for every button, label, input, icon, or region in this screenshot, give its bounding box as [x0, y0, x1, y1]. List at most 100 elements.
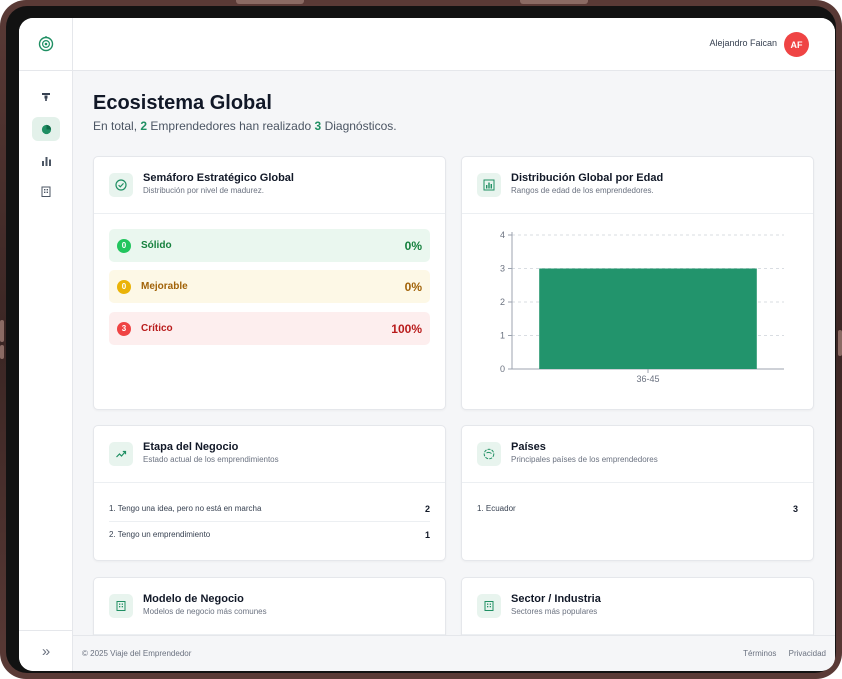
card-title: Etapa del Negocio	[143, 441, 239, 453]
sidebar: »	[19, 18, 73, 671]
x-tick-label: 36-45	[636, 374, 659, 384]
etapa-card: Etapa del Negocio Estado actual de los e…	[93, 425, 446, 561]
age-bar-chart: 0 1 2 3 4 36-45	[500, 230, 784, 384]
y-tick-label: 1	[500, 331, 505, 341]
card-icon	[109, 173, 133, 197]
bar-chart-icon	[483, 179, 495, 191]
semaforo-percent: 0%	[404, 238, 422, 253]
top-bar: Alejandro Faican AF	[73, 18, 835, 71]
bar-36-45	[539, 268, 757, 369]
card-title: Modelo de Negocio	[143, 593, 244, 605]
bar-chart-icon	[41, 157, 51, 166]
device-hinge	[520, 0, 588, 4]
semaforo-label: Mejorable	[141, 281, 188, 292]
page-subtitle: En total, 2 Emprendedores han realizado …	[93, 119, 397, 133]
footer-links: Términos Privacidad	[733, 649, 826, 658]
card-subtitle: Sectores más populares	[511, 607, 598, 616]
semaforo-percent: 0%	[404, 279, 422, 294]
device-side-button	[838, 330, 842, 356]
y-tick-label: 2	[500, 297, 505, 307]
count-badge: 0	[117, 238, 131, 253]
semaforo-label: Sólido	[141, 240, 172, 251]
card-header: Sector / Industria Sectores más populare…	[462, 578, 813, 635]
footer: © 2025 Viaje del Emprendedor Términos Pr…	[73, 635, 835, 671]
semaforo-row: 0 Sólido 0%	[109, 229, 430, 262]
privacy-link[interactable]: Privacidad	[788, 649, 826, 658]
target-logo-icon	[38, 36, 54, 52]
card-header: Modelo de Negocio Modelos de negocio más…	[94, 578, 445, 635]
card-subtitle: Modelos de negocio más comunes	[143, 607, 267, 616]
card-header: Distribución Global por Edad Rangos de e…	[462, 157, 813, 214]
card-header: Semáforo Estratégico Global Distribución…	[94, 157, 445, 214]
page-title: Ecosistema Global	[93, 92, 272, 114]
card-title: Distribución Global por Edad	[511, 172, 664, 184]
app-screen: » Alejandro Faican AF Ecosistema Global …	[19, 18, 835, 671]
y-tick-label: 4	[500, 230, 505, 240]
globe-icon	[483, 448, 495, 460]
divider	[109, 521, 430, 522]
list-item-label: 1. Tengo una idea, pero no está en march…	[109, 504, 262, 513]
subtitle-text: Diagnósticos.	[324, 119, 397, 133]
card-title: Sector / Industria	[511, 593, 601, 605]
y-tick-label: 0	[500, 364, 505, 374]
card-title: Semáforo Estratégico Global	[143, 172, 294, 184]
edad-card: Distribución Global por Edad Rangos de e…	[461, 156, 814, 410]
count-badge: 0	[117, 279, 131, 294]
card-icon	[109, 442, 133, 466]
count-badge: 3	[117, 321, 131, 336]
entrepreneurs-count: 2	[140, 119, 148, 133]
device-side-button	[0, 345, 4, 359]
trending-up-icon	[116, 450, 127, 458]
list-item-count: 1	[424, 529, 430, 540]
card-icon	[109, 594, 133, 618]
building-icon	[41, 186, 51, 197]
card-subtitle: Rangos de edad de los emprendedores.	[511, 186, 654, 195]
sidebar-expand-button[interactable]: »	[19, 630, 73, 671]
list-item: 1. Ecuador 3	[477, 496, 798, 521]
card-title: Países	[511, 441, 546, 453]
check-circle-icon	[115, 179, 127, 191]
semaforo-row: 3 Crítico 100%	[109, 312, 430, 345]
list-item: 1. Tengo una idea, pero no está en march…	[109, 496, 430, 521]
diagnostics-count: 3	[314, 119, 322, 133]
y-tick-label: 3	[500, 264, 505, 274]
subtitle-text: Emprendedores han realizado	[150, 119, 312, 133]
building-icon	[116, 601, 126, 611]
nav-filter[interactable]	[32, 85, 60, 109]
double-chevron-right-icon: »	[41, 642, 51, 660]
card-subtitle: Principales países de los emprendedores	[511, 455, 658, 464]
card-subtitle: Estado actual de los emprendimientos	[143, 455, 279, 464]
pie-chart-icon	[41, 124, 51, 134]
nav-buildings[interactable]	[32, 179, 60, 203]
list-item-label: 2. Tengo un emprendimiento	[109, 530, 211, 539]
app-logo[interactable]	[19, 18, 73, 71]
avatar[interactable]: AF	[784, 32, 809, 57]
card-icon	[477, 173, 501, 197]
terms-link[interactable]: Términos	[743, 649, 777, 658]
user-name[interactable]: Alejandro Faican	[709, 38, 777, 48]
list-item-count: 2	[424, 503, 430, 514]
filter-icon	[42, 93, 50, 101]
list-item: 2. Tengo un emprendimiento 1	[109, 522, 430, 547]
list-item-label: 1. Ecuador	[477, 504, 516, 513]
subtitle-text: En total,	[93, 119, 138, 133]
card-icon	[477, 594, 501, 618]
nav-dashboard[interactable]	[32, 117, 60, 141]
device-bezel: » Alejandro Faican AF Ecosistema Global …	[6, 6, 836, 673]
card-header: Países Principales países de los emprend…	[462, 426, 813, 483]
card-icon	[477, 442, 501, 466]
building-icon	[484, 601, 494, 611]
paises-card: Países Principales países de los emprend…	[461, 425, 814, 561]
card-subtitle: Distribución por nivel de madurez.	[143, 186, 264, 195]
semaforo-label: Crítico	[141, 323, 173, 334]
device-hinge	[236, 0, 304, 4]
semaforo-percent: 100%	[391, 321, 422, 336]
list-item-count: 3	[792, 503, 798, 514]
nav-stats[interactable]	[32, 149, 60, 173]
semaforo-row: 0 Mejorable 0%	[109, 270, 430, 303]
copyright: © 2025 Viaje del Emprendedor	[82, 649, 192, 658]
device-side-button	[0, 320, 4, 342]
card-header: Etapa del Negocio Estado actual de los e…	[94, 426, 445, 483]
semaforo-card: Semáforo Estratégico Global Distribución…	[93, 156, 446, 410]
